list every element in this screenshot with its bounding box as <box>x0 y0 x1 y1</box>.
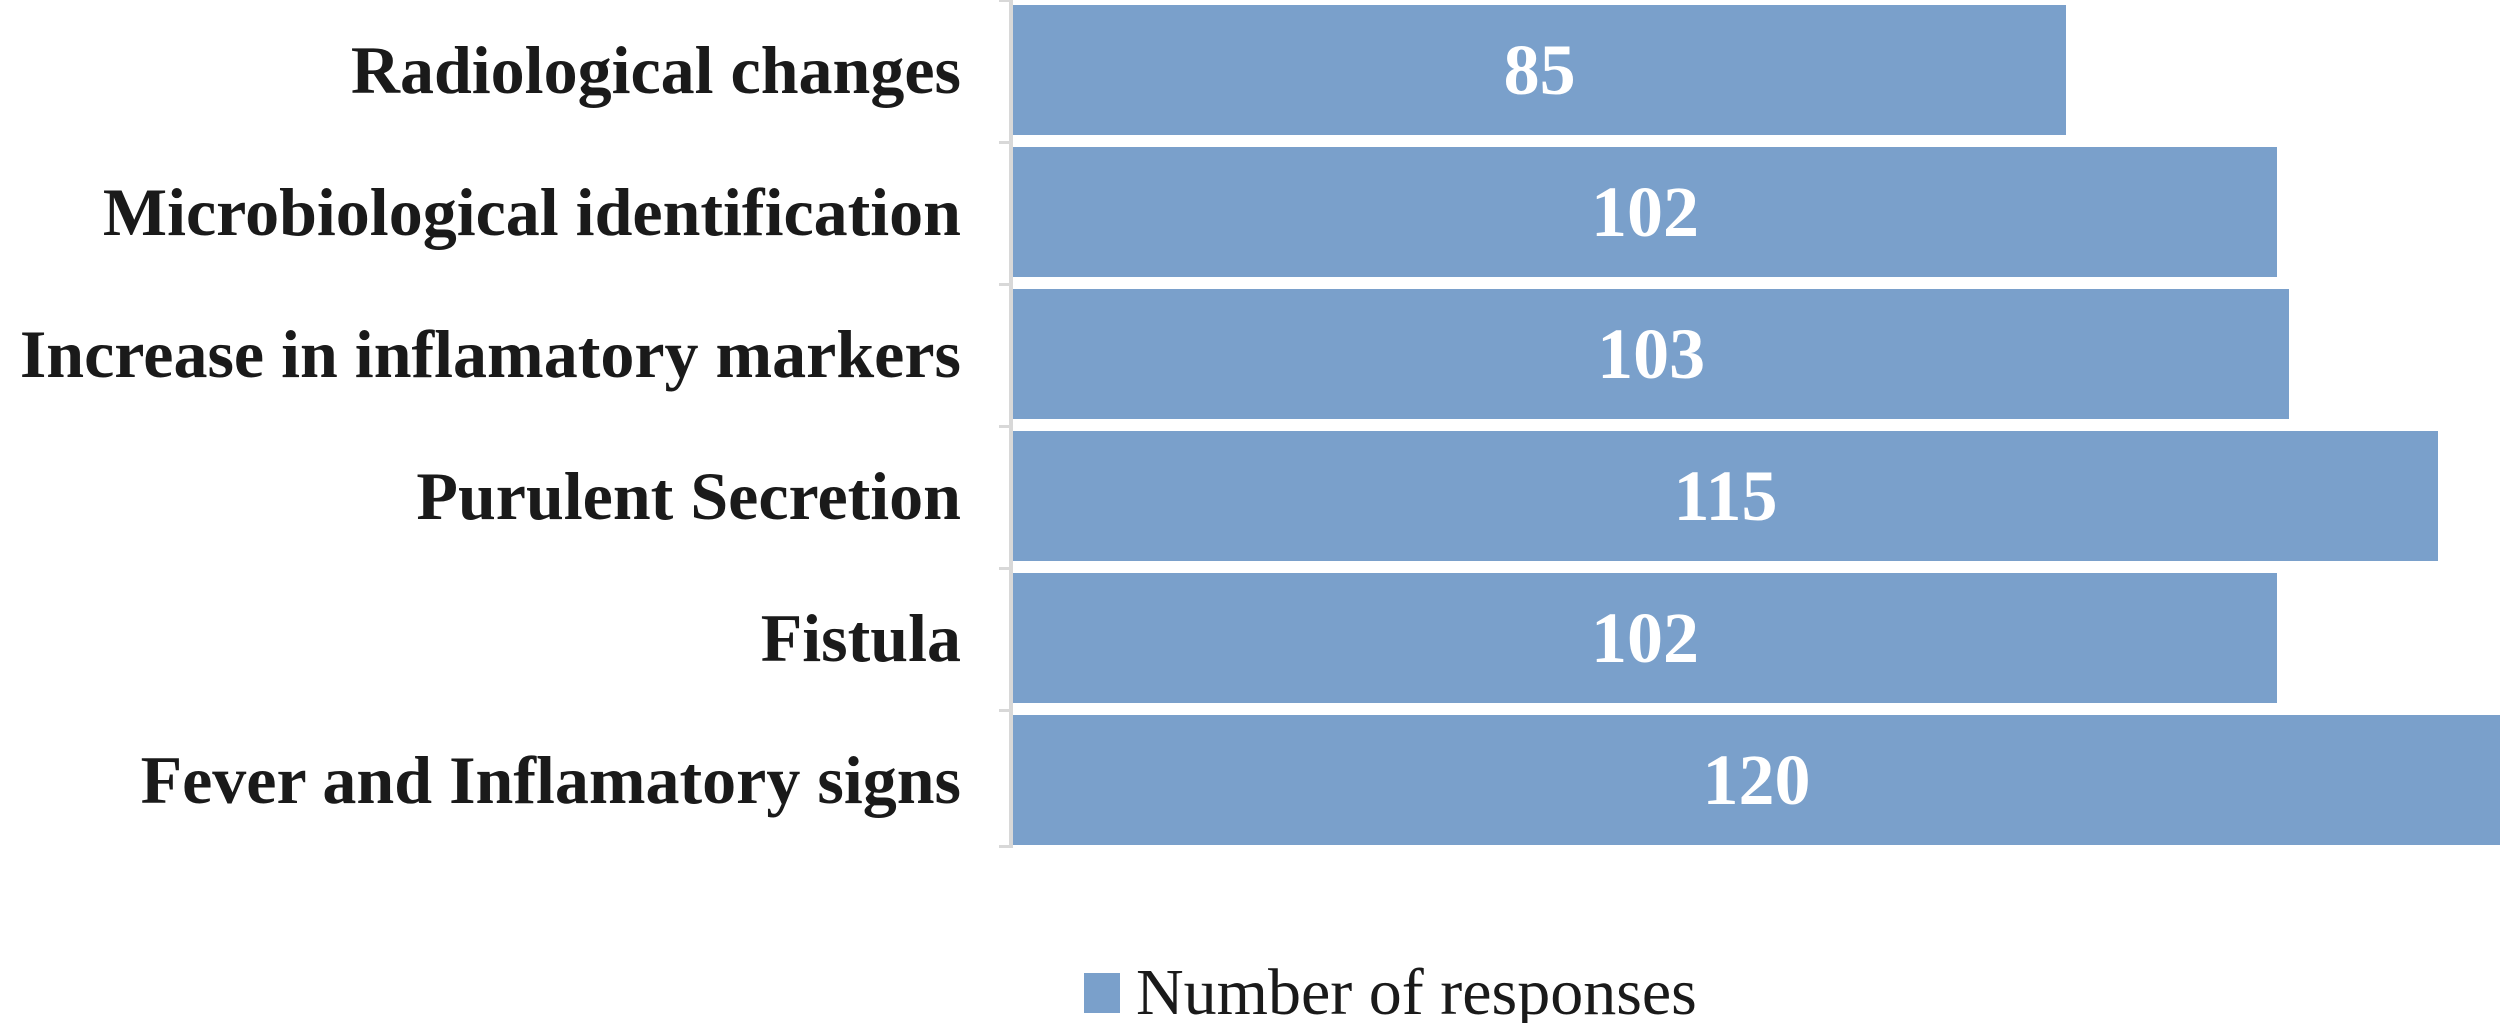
category-label: Fistula <box>760 600 961 676</box>
bar-track: 115 <box>1013 425 2500 567</box>
category-label: Fever and Inflamatory signs <box>140 742 961 818</box>
bar-track: 120 <box>1013 709 2500 851</box>
axis-tick <box>999 709 1009 712</box>
bar-value-label: 102 <box>1590 172 1699 252</box>
chart-row: Purulent Secretion 115 <box>0 425 2500 567</box>
bar: 102 <box>1013 147 2277 277</box>
bar: 120 <box>1013 715 2500 845</box>
category-label: Microbiological identification <box>102 174 961 250</box>
category-label: Purulent Secretion <box>416 458 961 534</box>
bar-track: 102 <box>1013 567 2500 709</box>
chart-row: Fever and Inflamatory signs 120 <box>0 709 2500 851</box>
axis-tick <box>999 845 1009 848</box>
y-axis-line <box>1009 0 1013 848</box>
bar: 115 <box>1013 431 2439 561</box>
plot-area: Radiological changes 85 Microbiological id… <box>0 0 2500 851</box>
legend-swatch-icon <box>1084 973 1120 1013</box>
bar-value-label: 120 <box>1702 740 1811 820</box>
bar-value-label: 102 <box>1590 598 1699 678</box>
axis-tick <box>999 425 1009 428</box>
bar-value-label: 115 <box>1673 456 1778 536</box>
axis-tick <box>999 283 1009 286</box>
bar-track: 85 <box>1013 0 2500 141</box>
bar-value-label: 85 <box>1503 30 1576 110</box>
bar: 103 <box>1013 289 2290 419</box>
bar: 102 <box>1013 573 2277 703</box>
bar-track: 102 <box>1013 141 2500 283</box>
chart-row: Radiological changes 85 <box>0 0 2500 141</box>
bar: 85 <box>1013 5 2067 135</box>
axis-tick <box>999 141 1009 144</box>
category-label: Radiological changes <box>350 32 961 108</box>
chart-row: Microbiological identification 102 <box>0 141 2500 283</box>
axis-tick <box>999 567 1009 570</box>
bar-track: 103 <box>1013 283 2500 425</box>
bar-value-label: 103 <box>1597 314 1706 394</box>
chart-row: Increase in inflamatory markers 103 <box>0 283 2500 425</box>
axis-tick <box>999 0 1009 2</box>
chart-row: Fistula 102 <box>0 567 2500 709</box>
legend: Number of responses <box>1084 960 1697 1023</box>
category-label: Increase in inflamatory markers <box>19 316 961 392</box>
legend-label: Number of responses <box>1136 956 1697 1023</box>
